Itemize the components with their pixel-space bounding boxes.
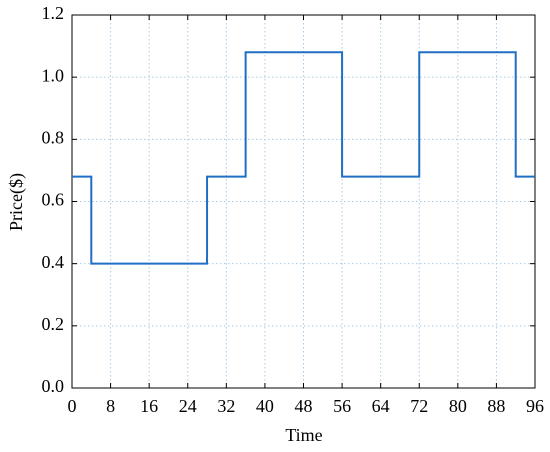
x-tick-label: 80 <box>449 396 467 416</box>
x-tick-label: 24 <box>179 396 197 416</box>
x-tick-label: 88 <box>487 396 505 416</box>
x-tick-label: 32 <box>217 396 235 416</box>
x-tick-label: 48 <box>295 396 313 416</box>
x-tick-label: 64 <box>372 396 390 416</box>
price-line <box>72 51 535 265</box>
x-tick-label: 56 <box>333 396 351 416</box>
x-tick-label: 0 <box>68 396 77 416</box>
y-tick-label: 1.2 <box>42 3 65 23</box>
y-tick-label: 0.2 <box>42 314 65 334</box>
plot-frame <box>71 14 536 389</box>
x-tick-label: 40 <box>256 396 274 416</box>
x-tick-label: 8 <box>106 396 115 416</box>
y-tick-label: 0.6 <box>42 190 65 210</box>
x-tick-label: 16 <box>140 396 158 416</box>
y-tick-label: 0.8 <box>42 127 65 147</box>
y-tick-label: 0.0 <box>42 376 65 396</box>
x-tick-label: 72 <box>410 396 428 416</box>
y-axis-label: Price($) <box>6 173 27 231</box>
x-axis-label: Time <box>285 425 322 445</box>
y-tick-label: 0.4 <box>42 252 65 272</box>
y-tick-label: 1.0 <box>42 65 65 85</box>
x-tick-label: 96 <box>526 396 544 416</box>
